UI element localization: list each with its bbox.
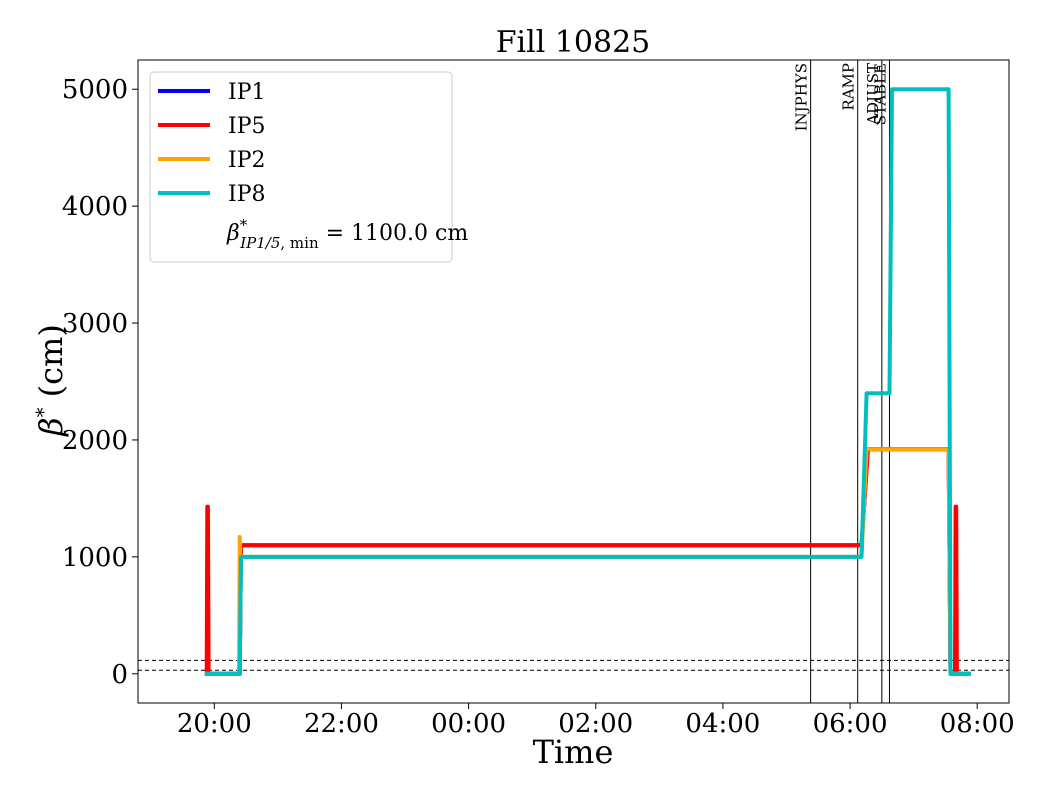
phase-label-stable: STABLE [871,63,889,125]
x-tick-label: 00:00 [431,709,506,739]
legend-entries: IP1 IP5 IP2 IP8 [158,80,266,207]
y-tick-label: 1000 [62,543,128,573]
x-tick-label: 04:00 [685,709,760,739]
phase-label-ramp: RAMP [840,63,858,111]
y-axis-label-sup: * [31,407,55,417]
legend-label-ip5: IP5 [228,114,266,139]
y-tick-label: 2000 [62,426,128,456]
y-axis-label-symbol: β [32,417,70,437]
legend-note-beta: β [226,221,240,246]
x-tick-label: 20:00 [177,709,252,739]
x-tick-label: 22:00 [304,709,379,739]
series-line-ip1 [204,447,971,676]
phase-label-adjust: ADJUST [864,63,882,126]
y-axis-label-unit: (cm) [32,324,70,397]
y-tick-label: 4000 [62,192,128,222]
x-axis-label: Time [533,733,614,771]
legend-note-sub-italic: IP1/5 [239,234,280,252]
x-tick-label: 02:00 [558,709,633,739]
legend: IP1 IP5 IP2 IP8 β* IP1/5, min = 1100.0 cm [149,71,468,263]
y-tick-label: 0 [111,660,128,690]
x-tick-label: 08:00 [940,709,1015,739]
legend-label-ip1: IP1 [228,80,266,105]
y-axis-label: β* (cm) [31,324,70,437]
y-tick-label: 5000 [62,75,128,105]
x-tick-label: 06:00 [813,709,888,739]
legend-label-ip2: IP2 [228,148,266,173]
legend-note-sup: * [240,216,248,234]
legend-note: β* IP1/5, min = 1100.0 cm [226,216,468,252]
series-line-ip5 [204,447,971,676]
y-tick-label: 3000 [62,309,128,339]
plot-frame [137,59,1010,704]
ticks-layer: 20:00 22:00 00:00 02:00 04:00 06:00 08:00 0 1000… [62,75,1015,739]
phase-label-injphys: INJPHYS [793,63,811,131]
chart-title: Fill 10825 [496,25,651,60]
legend-note-sub-rest: , min [280,234,319,252]
series-line-ip2 [204,447,971,676]
series-line-ip8 [204,87,971,676]
legend-label-ip8: IP8 [228,182,266,207]
legend-box [149,71,453,263]
legend-note-value: = 1100.0 cm [319,221,469,246]
